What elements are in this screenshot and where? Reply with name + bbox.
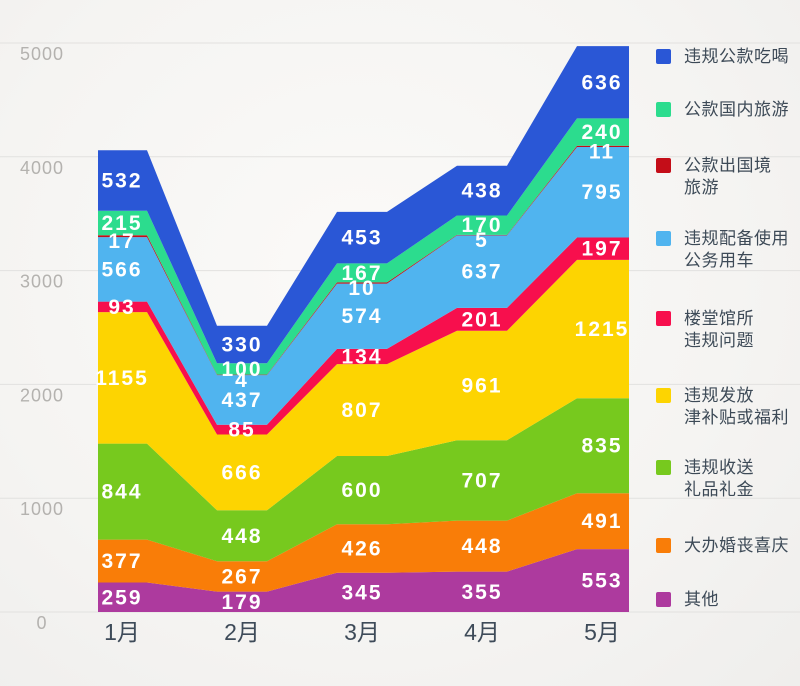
value-label: 844: [101, 481, 142, 504]
value-label: 600: [341, 479, 382, 502]
value-label: 1155: [95, 367, 149, 390]
legend-swatch: [656, 102, 671, 117]
value-label: 448: [461, 535, 502, 558]
value-label: 807: [341, 399, 382, 422]
value-label: 574: [341, 305, 382, 328]
area-series-7: [98, 118, 629, 375]
value-label: 17: [108, 230, 135, 253]
value-label: 566: [101, 258, 142, 281]
value-label: 215: [101, 212, 142, 235]
value-label: 134: [341, 346, 382, 369]
legend-label: 违规公款吃喝: [684, 47, 789, 66]
area-series-4: [98, 237, 629, 435]
area-series-0: [98, 549, 629, 612]
value-label: 453: [341, 227, 382, 250]
value-label: 835: [581, 435, 622, 458]
x-tick-label: 4月: [464, 619, 500, 645]
legend-swatch: [656, 158, 671, 173]
area-series-3: [98, 259, 629, 511]
value-label: 93: [108, 296, 135, 319]
x-tick-label: 5月: [584, 619, 620, 645]
value-label: 553: [581, 570, 622, 593]
value-label: 636: [581, 71, 622, 94]
value-label: 795: [581, 181, 622, 204]
legend-swatch: [656, 388, 671, 403]
legend-item-1[interactable]: 公款国内旅游: [656, 99, 789, 121]
y-tick-label: 0: [36, 613, 47, 633]
value-label: 267: [221, 565, 262, 588]
y-tick-label: 3000: [20, 272, 64, 292]
legend-label: 公款出国境 旅游: [684, 156, 772, 197]
legend-label: 其他: [684, 590, 719, 609]
value-label: 330: [221, 333, 262, 356]
value-label: 532: [101, 169, 142, 192]
value-label: 240: [581, 121, 622, 144]
value-label: 5: [475, 229, 489, 252]
legend-label: 楼堂馆所 违规问题: [684, 309, 754, 350]
value-label: 259: [101, 586, 142, 609]
value-label: 345: [341, 581, 382, 604]
value-label: 377: [101, 550, 142, 573]
legend-swatch: [656, 231, 671, 246]
legend-label: 违规发放 津补贴或福利: [684, 386, 789, 427]
value-label: 426: [341, 537, 382, 560]
y-tick-label: 4000: [20, 158, 64, 178]
legend-item-5[interactable]: 违规发放 津补贴或福利: [656, 385, 789, 429]
legend-item-7[interactable]: 大办婚丧喜庆: [656, 535, 789, 557]
legend-item-8[interactable]: 其他: [656, 589, 719, 611]
value-label: 961: [461, 374, 502, 397]
y-tick-label: 2000: [20, 385, 64, 405]
legend-item-6[interactable]: 违规收送 礼品礼金: [656, 457, 754, 501]
legend-swatch: [656, 592, 671, 607]
legend-item-0[interactable]: 违规公款吃喝: [656, 46, 789, 68]
value-label: 10: [348, 277, 375, 300]
value-label: 100: [221, 358, 262, 381]
area-series-1: [98, 493, 629, 592]
legend-item-4[interactable]: 楼堂馆所 违规问题: [656, 308, 754, 352]
value-label: 637: [461, 261, 502, 284]
legend-label: 违规收送 礼品礼金: [684, 458, 754, 499]
legend-swatch: [656, 311, 671, 326]
legend-label: 大办婚丧喜庆: [684, 536, 789, 555]
x-tick-label: 3月: [344, 619, 380, 645]
value-label: 11: [589, 140, 615, 163]
y-tick-label: 5000: [20, 44, 64, 64]
value-label: 666: [221, 461, 262, 484]
value-label: 355: [461, 581, 502, 604]
x-tick-label: 2月: [224, 619, 260, 645]
legend-swatch: [656, 460, 671, 475]
value-label: 4: [235, 369, 249, 392]
value-label: 179: [221, 591, 262, 614]
legend-item-3[interactable]: 违规配备使用 公务用车: [656, 228, 789, 272]
value-label: 1215: [575, 318, 630, 341]
value-label: 167: [341, 262, 382, 285]
value-label: 170: [461, 214, 502, 237]
legend-label: 违规配备使用 公务用车: [684, 229, 789, 270]
area-series-2: [98, 398, 629, 562]
value-label: 448: [221, 525, 262, 548]
area-series-5: [98, 147, 629, 425]
legend-swatch: [656, 538, 671, 553]
value-label: 438: [461, 180, 502, 203]
value-label: 491: [581, 510, 622, 533]
area-series-8: [98, 46, 629, 364]
value-label: 201: [461, 308, 502, 331]
value-label: 197: [581, 238, 622, 261]
value-label: 437: [221, 389, 262, 412]
legend-label: 公款国内旅游: [684, 100, 789, 119]
x-tick-label: 1月: [104, 619, 140, 645]
y-tick-label: 1000: [20, 499, 64, 519]
legend-swatch: [656, 49, 671, 64]
value-label: 707: [461, 469, 502, 492]
value-label: 85: [228, 419, 255, 442]
legend-item-2[interactable]: 公款出国境 旅游: [656, 155, 772, 199]
